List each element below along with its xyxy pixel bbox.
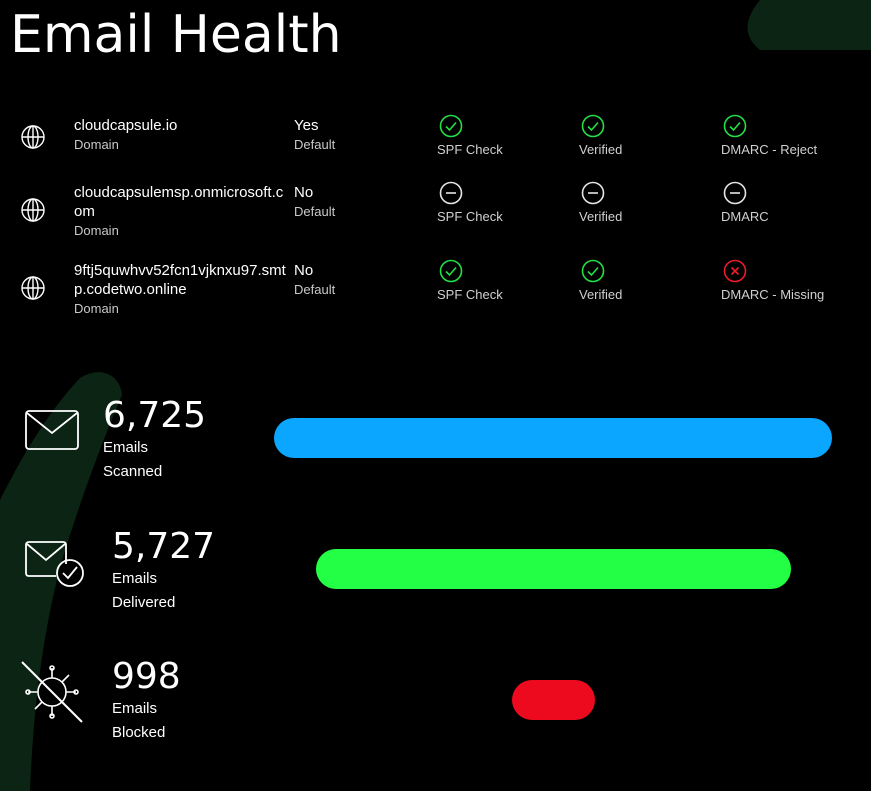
minus-circle-icon — [723, 181, 747, 205]
stat-label-line2: Scanned — [103, 463, 163, 480]
x-circle-icon — [723, 259, 747, 283]
check-circle-icon — [439, 259, 463, 283]
default-status: Yes Default — [294, 117, 336, 152]
domain-name: 9ftj5quwhvv52fcn1vjknxu97.smtp.codetwo.o… — [74, 262, 286, 316]
globe-icon — [21, 125, 45, 149]
stat-blocked: 998 Emails Blocked — [112, 657, 181, 745]
check-circle-icon — [439, 114, 463, 138]
envelope-icon — [25, 410, 79, 450]
stat-value: 5,727 — [112, 526, 216, 567]
stat-value: 998 — [112, 656, 181, 697]
default-status: No Default — [294, 262, 336, 297]
domain-name: cloudcapsulemsp.onmicrosoft.com Domain — [74, 183, 286, 240]
default-label: Default — [294, 282, 336, 297]
domain-type-label: Domain — [74, 223, 119, 238]
dmarc-check: DMARC — [721, 181, 861, 224]
stat-scanned: 6,725 Emails Scanned — [103, 396, 206, 484]
globe-icon — [21, 276, 45, 300]
blocked-bar — [512, 680, 595, 720]
verified-check: Verified — [579, 114, 719, 157]
domain-type-label: Domain — [74, 301, 119, 316]
stat-value: 6,725 — [103, 395, 207, 436]
verified-check: Verified — [579, 259, 719, 302]
default-label: Default — [294, 137, 336, 152]
virus-blocked-icon — [21, 661, 83, 723]
verified-check: Verified — [579, 181, 719, 224]
domain-name: cloudcapsule.io Domain — [74, 116, 286, 154]
globe-icon — [21, 198, 45, 222]
spf-check: SPF Check — [437, 181, 577, 224]
stat-label-line1: Emails — [112, 700, 158, 717]
envelope-check-icon — [25, 541, 84, 587]
delivered-bar — [316, 549, 791, 589]
minus-circle-icon — [581, 181, 605, 205]
spf-check: SPF Check — [437, 259, 577, 302]
default-label: Default — [294, 204, 336, 219]
stat-delivered: 5,727 Emails Delivered — [112, 527, 215, 615]
check-circle-icon — [723, 114, 747, 138]
minus-circle-icon — [439, 181, 463, 205]
stat-label-line2: Delivered — [112, 594, 176, 611]
stat-label-line2: Blocked — [112, 724, 166, 741]
page-title: Email Health — [10, 5, 342, 65]
spf-check: SPF Check — [437, 114, 577, 157]
dmarc-check: DMARC - Missing — [721, 259, 861, 302]
check-circle-icon — [581, 114, 605, 138]
scanned-bar — [274, 418, 832, 458]
domain-type-label: Domain — [74, 137, 119, 152]
stat-label-line1: Emails — [103, 439, 149, 456]
stat-label-line1: Emails — [112, 570, 158, 587]
dmarc-check: DMARC - Reject — [721, 114, 861, 157]
default-status: No Default — [294, 184, 336, 219]
check-circle-icon — [581, 259, 605, 283]
